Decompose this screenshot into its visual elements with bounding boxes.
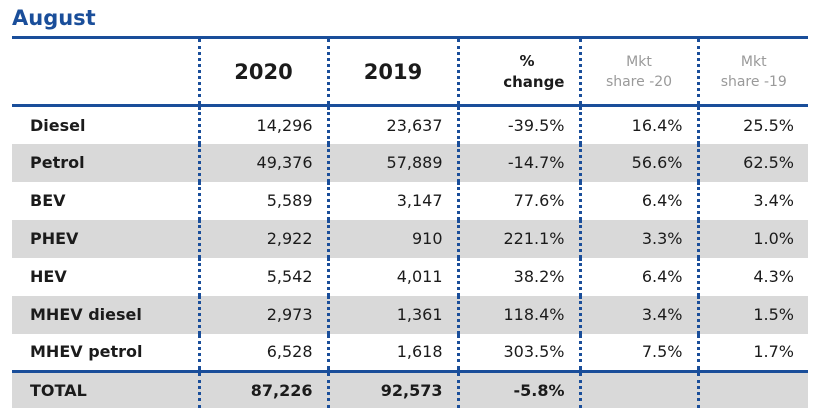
cell-2019: 23,637 <box>326 105 458 144</box>
cell-2019: 57,889 <box>326 143 458 182</box>
cell-2020: 14,296 <box>197 105 328 144</box>
header-change: % change <box>456 36 580 107</box>
cell-change: 303.5% <box>456 333 580 372</box>
total-share-20 <box>578 370 698 408</box>
table-row: MHEV petrol 6,528 1,618 303.5% 7.5% 1.7% <box>12 333 808 372</box>
header-change-line1: % <box>519 51 535 70</box>
cell-change: -39.5% <box>456 105 580 144</box>
row-label: MHEV diesel <box>12 295 199 334</box>
table-row: BEV 5,589 3,147 77.6% 6.4% 3.4% <box>12 181 808 220</box>
header-mkt19-line2: share -19 <box>720 73 787 90</box>
cell-share-19: 62.5% <box>696 143 808 182</box>
row-label: Diesel <box>30 115 86 135</box>
header-mkt19-line1: Mkt <box>740 53 767 70</box>
cell-change: 77.6% <box>456 181 580 220</box>
row-label: MHEV petrol <box>30 342 143 362</box>
cell-share-19: 1.0% <box>696 219 808 258</box>
cell-2019: 3,147 <box>326 181 458 220</box>
row-label: Petrol <box>12 143 199 182</box>
table-row: PHEV 2,922 910 221.1% 3.3% 1.0% <box>12 219 808 258</box>
cell-2020: 2,922 <box>197 219 328 258</box>
table-row: Diesel 14,296 23,637 -39.5% 16.4% 25.5% <box>12 105 808 144</box>
total-row: TOTAL 87,226 92,573 -5.8% <box>12 370 808 408</box>
cell-share-19: 1.7% <box>696 333 808 372</box>
cell-change: 38.2% <box>456 257 580 296</box>
row-label: HEV <box>30 267 67 286</box>
total-change: -5.8% <box>456 370 580 408</box>
header-mkt-share-20: Mkt share -20 <box>578 36 698 107</box>
cell-2019: 1,361 <box>326 295 458 334</box>
header-2020: 2020 <box>197 36 328 107</box>
header-mkt-share-19: Mkt share -19 <box>696 36 808 107</box>
cell-share-20: 56.6% <box>578 143 698 182</box>
cell-change: 221.1% <box>456 219 580 258</box>
cell-share-19: 1.5% <box>696 295 808 334</box>
total-2019: 92,573 <box>326 370 458 408</box>
table-row: HEV 5,542 4,011 38.2% 6.4% 4.3% <box>12 257 808 296</box>
cell-share-20: 7.5% <box>578 333 698 372</box>
header-row: 2020 2019 % change Mkt share -20 Mkt sha… <box>12 36 808 107</box>
row-label: BEV <box>30 191 66 210</box>
cell-share-20: 6.4% <box>578 257 698 296</box>
cell-change: -14.7% <box>456 143 580 182</box>
cell-2020: 6,528 <box>197 333 328 372</box>
cell-2019: 4,011 <box>326 257 458 296</box>
cell-change: 118.4% <box>456 295 580 334</box>
header-mkt20-line2: share -20 <box>605 73 673 90</box>
cell-2019: 1,618 <box>326 333 458 372</box>
table-row: MHEV diesel 2,973 1,361 118.4% 3.4% 1.5% <box>12 295 808 334</box>
header-change-line2: change <box>503 72 565 91</box>
cell-share-20: 6.4% <box>578 181 698 220</box>
total-label: TOTAL <box>12 370 199 408</box>
total-share-19 <box>696 370 808 408</box>
cell-2020: 5,589 <box>197 181 328 220</box>
cell-2020: 5,542 <box>197 257 328 296</box>
cell-2019: 910 <box>326 219 458 258</box>
table-title: August <box>12 6 96 30</box>
cell-share-19: 4.3% <box>696 257 808 296</box>
cell-2020: 2,973 <box>197 295 328 334</box>
header-mkt20-line1: Mkt <box>626 53 652 70</box>
registrations-table: 2020 2019 % change Mkt share -20 Mkt sha… <box>12 36 808 408</box>
total-2020: 87,226 <box>197 370 328 408</box>
cell-share-19: 3.4% <box>696 181 808 220</box>
cell-share-19: 25.5% <box>696 105 808 144</box>
row-label: PHEV <box>12 219 199 258</box>
cell-2020: 49,376 <box>197 143 328 182</box>
table-row: Petrol 49,376 57,889 -14.7% 56.6% 62.5% <box>12 143 808 182</box>
cell-share-20: 16.4% <box>578 105 698 144</box>
cell-share-20: 3.3% <box>578 219 698 258</box>
cell-share-20: 3.4% <box>578 295 698 334</box>
header-2019: 2019 <box>326 36 458 107</box>
header-blank <box>12 36 199 107</box>
